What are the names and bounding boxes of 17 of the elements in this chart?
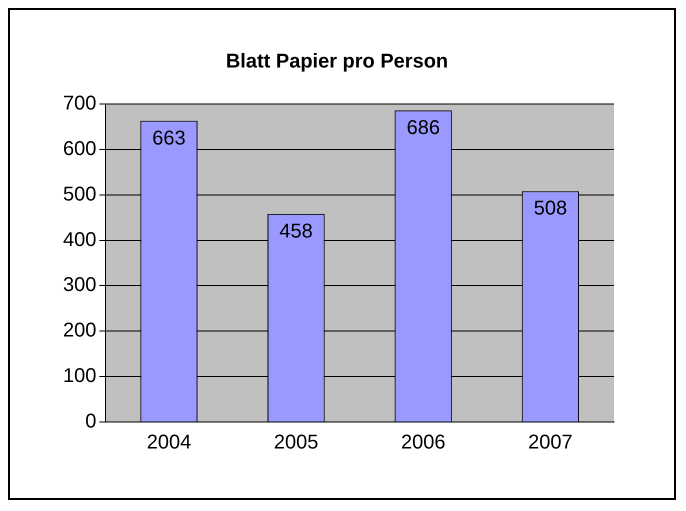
data-label: 663	[152, 127, 186, 150]
y-tick-label: 200	[62, 320, 96, 342]
y-tick-label: 500	[62, 183, 96, 206]
y-tick-label: 0	[85, 410, 96, 433]
y-tick-label: 400	[62, 228, 96, 251]
chart-title: Blatt Papier pro Person	[226, 50, 448, 73]
data-label: 686	[406, 116, 440, 139]
y-tick-label: 700	[62, 92, 96, 115]
x-tick-label: 2006	[401, 432, 446, 454]
x-tick-label: 2007	[528, 432, 573, 454]
y-tick-label: 600	[62, 138, 96, 160]
data-label: 458	[279, 220, 313, 242]
y-tick-label: 100	[62, 365, 96, 388]
x-tick-label: 2004	[146, 432, 192, 454]
y-tick-label: 300	[62, 274, 96, 296]
x-tick-label: 2005	[274, 432, 318, 454]
data-label: 508	[534, 198, 568, 220]
